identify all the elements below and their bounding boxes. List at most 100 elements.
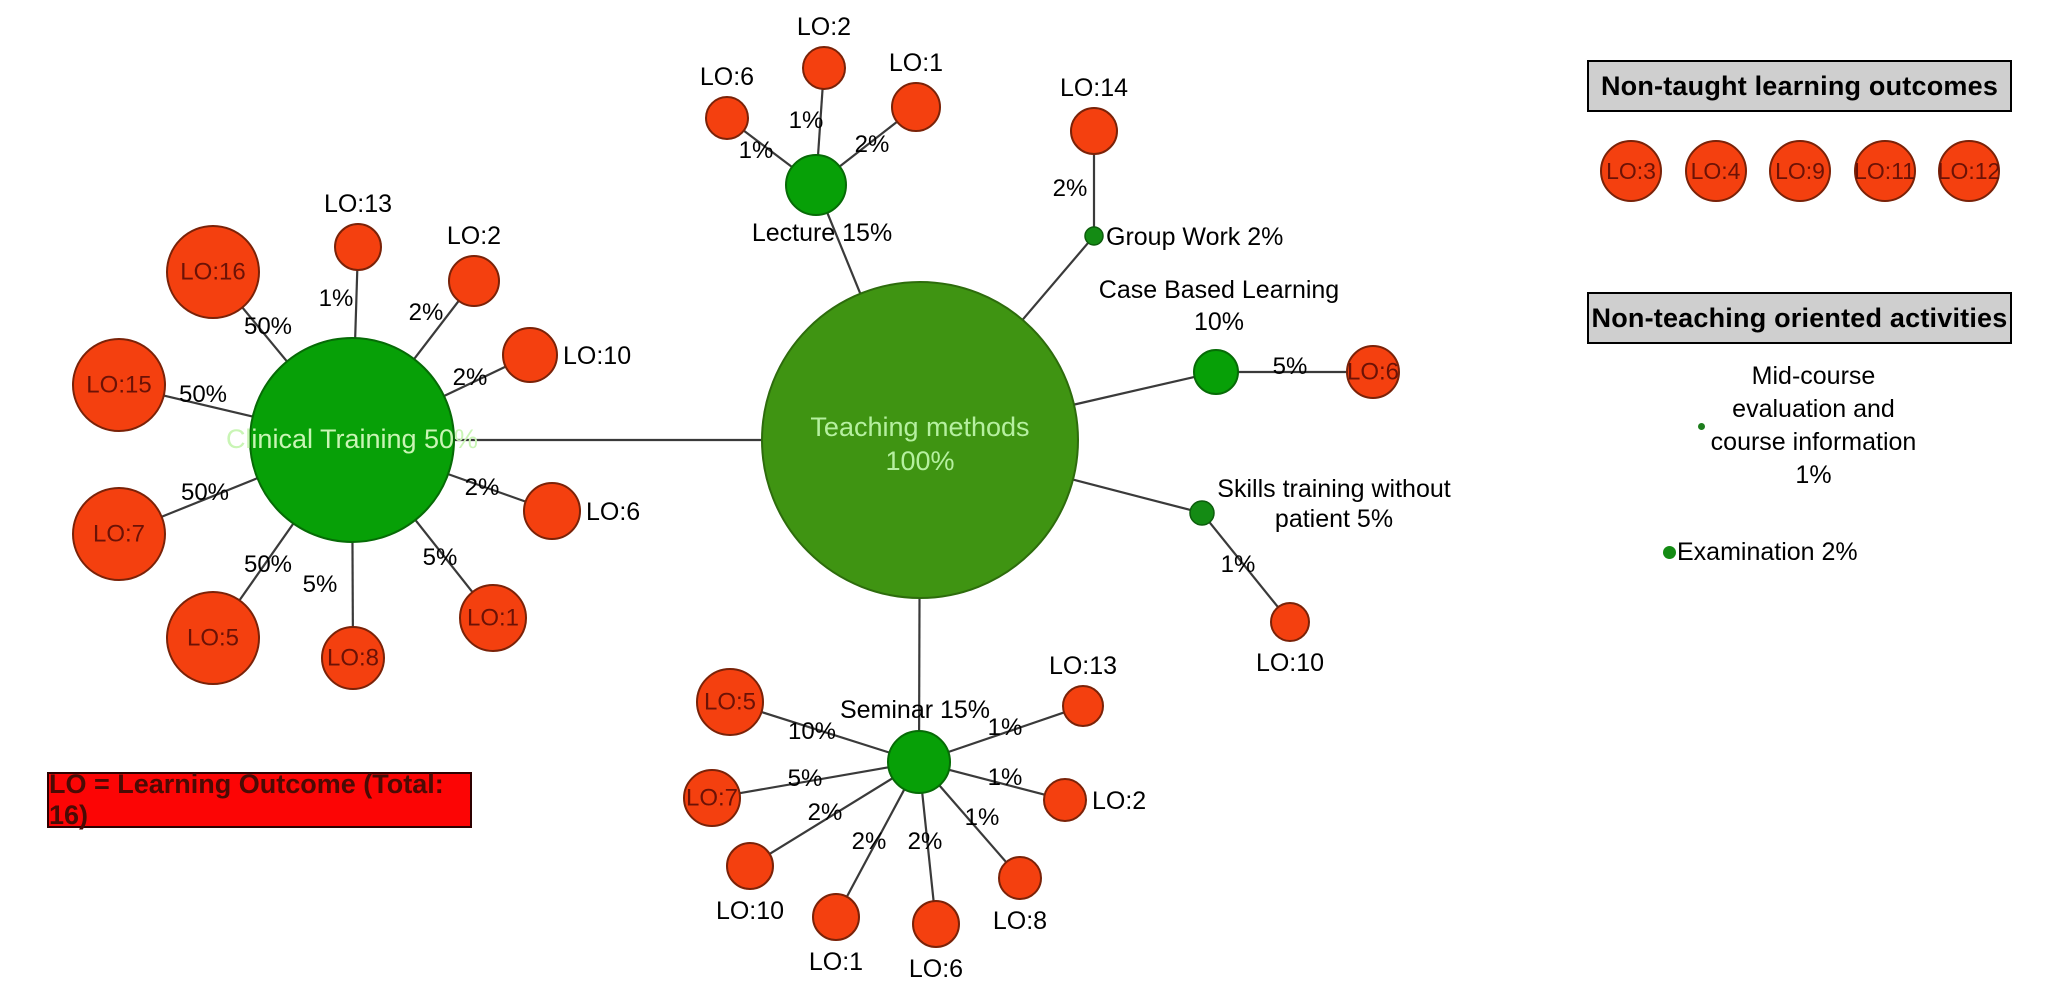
non-taught-lo-chip[interactable]: LO:11 [1853,140,1916,202]
node-lo-clinical-training-lo5-3[interactable] [166,591,260,685]
node-lo-clinical-training-lo13-9[interactable] [334,223,382,271]
edge-clinical-training-to-LO5-3 [238,522,295,601]
label-lo-group-work-lo14-0: LO:14 [1060,74,1128,102]
node-lo-group-work-lo14-0[interactable] [1070,107,1118,155]
edge-percent-clinical-training-lo7-2: 50% [181,479,229,506]
node-lo-clinical-training-lo15-1[interactable] [72,338,166,432]
node-lo-clinical-training-lo6-6[interactable] [523,482,581,540]
node-lo-lecture-lo1-2[interactable] [891,82,941,132]
non-taught-lo-chip[interactable]: LO:9 [1769,140,1831,202]
edge-percent-seminar-lo10-2: 2% [808,799,843,826]
legend-non-teaching-items: Mid-course evaluation and course informa… [1597,360,2017,567]
label-lecture: Lecture 15% [752,219,892,247]
edge-percent-clinical-training-lo10-7: 2% [453,364,488,391]
label-skills-training: Skills training without patient 5% [1217,475,1450,533]
edge-clinical-training-to-LO15-1 [163,394,253,418]
label-lo-clinical-training-lo2-8: LO:2 [447,222,501,250]
node-lo-lecture-lo2-1[interactable] [802,46,846,90]
edge-clinical-training-to-LO1-5 [414,519,474,593]
node-seminar[interactable] [887,730,951,794]
node-teaching-methods-hub[interactable] [761,281,1079,599]
edge-percent-clinical-training-lo13-9: 1% [319,285,354,312]
node-lecture[interactable] [785,154,847,216]
label-lo-clinical-training-lo10-7: LO:10 [563,342,631,370]
non-taught-lo-chip[interactable]: LO:3 [1600,140,1662,202]
label-lo-seminar-lo5-0: LO:5 [704,688,756,715]
node-lo-seminar-lo6-4[interactable] [912,900,960,948]
non-taught-lo-chip[interactable]: LO:4 [1684,140,1747,202]
node-lo-case-based-learning-lo6-0[interactable] [1346,345,1400,399]
label-lo-skills-training-lo10-0: LO:10 [1256,649,1324,677]
label-lo-lecture-lo1-2: LO:1 [889,49,943,77]
node-lo-seminar-lo5-0[interactable] [696,668,764,736]
non-taught-lo-label: LO:11 [1854,157,1915,184]
label-lo-seminar-lo7-1: LO:7 [686,784,738,811]
node-lo-seminar-lo13-7[interactable] [1062,685,1104,727]
label-clinical-training: Clinical Training 50% [226,424,478,454]
node-lo-seminar-lo7-1[interactable] [683,769,741,827]
non-taught-lo-label: LO:3 [1606,157,1656,184]
non-teaching-activity-label: Mid-course evaluation and course informa… [1710,362,1917,489]
node-lo-seminar-lo2-6[interactable] [1043,778,1087,822]
node-lo-clinical-training-lo16-0[interactable] [166,225,260,319]
edge-percent-seminar-lo8-5: 1% [965,804,1000,831]
node-lo-lecture-lo6-0[interactable] [705,96,749,140]
node-lo-seminar-lo10-2[interactable] [726,842,774,890]
edge-clinical-training-to-LO7-2 [161,477,258,518]
edge-clinical-training-to-LO2-8 [413,300,460,360]
label-lo-lecture-lo6-0: LO:6 [700,63,754,91]
edge-clinical-training-to-LO16-0 [241,306,288,363]
node-lo-clinical-training-lo8-4[interactable] [321,626,385,690]
node-skills-training[interactable] [1189,500,1215,526]
edge-percent-seminar-lo13-7: 1% [988,714,1023,741]
edge-lecture-to-LO6-0 [743,129,793,168]
node-lo-clinical-training-lo7-2[interactable] [72,487,166,581]
node-lo-seminar-lo8-5[interactable] [998,856,1042,900]
label-lo-clinical-training-lo7-2: LO:7 [93,520,145,547]
edge-percent-clinical-training-lo6-6: 2% [465,474,500,501]
edge-percent-lecture-lo1-2: 2% [855,131,890,158]
activity-dot-medium-icon [1663,546,1676,559]
edge-percent-lecture-lo6-0: 1% [739,137,774,164]
label-lo-seminar-lo8-5: LO:8 [993,907,1047,935]
edge-seminar-to-LO1-3 [845,788,906,898]
edge-percent-clinical-training-lo15-1: 50% [179,381,227,408]
node-lo-clinical-training-lo2-8[interactable] [448,255,500,307]
edge-seminar-to-LO2-6 [948,768,1045,796]
non-teaching-activity-label: Examination 2% [1677,538,1858,566]
edge-seminar-to-LO8-5 [938,784,1008,863]
edge-hub-to-skills-training [1072,478,1191,512]
edge-seminar-to-LO6-4 [921,792,935,902]
node-clinical-training[interactable] [249,337,455,543]
non-teaching-activity-item: Examination 2% [1597,538,2017,567]
label-lo-seminar-lo6-4: LO:6 [909,955,963,983]
edge-seminar-to-LO10-2 [769,777,894,855]
learning-outcome-key: LO = Learning Outcome (Total: 16) [47,769,472,830]
edge-percent-group-work-lo14-0: 2% [1053,175,1088,202]
node-lo-skills-training-lo10-0[interactable] [1270,602,1310,642]
node-group-work[interactable] [1084,226,1104,246]
label-lo-clinical-training-lo1-5: LO:1 [467,604,519,631]
label-lo-clinical-training-lo15-1: LO:15 [86,371,151,398]
edge-clinical-training-to-LO13-9 [354,269,359,339]
label-lo-seminar-lo1-3: LO:1 [809,948,863,976]
node-lo-clinical-training-lo1-5[interactable] [459,584,527,652]
edge-percent-seminar-lo6-4: 2% [908,828,943,855]
edge-percent-seminar-lo2-6: 1% [988,764,1023,791]
hub-label-name: Teaching methods [810,412,1029,442]
label-lo-clinical-training-lo16-0: LO:16 [180,258,245,285]
node-lo-clinical-training-lo10-7[interactable] [502,327,558,383]
non-taught-lo-chip[interactable]: LO:12 [1938,140,2000,202]
node-case-based-learning[interactable] [1193,349,1239,395]
edge-clinical-training-to-LO6-6 [447,473,526,503]
edge-percent-seminar-lo5-0: 10% [788,718,836,745]
edge-seminar-to-LO13-7 [947,711,1065,754]
nodes-layer [72,46,1400,948]
edges-layer [161,88,1347,902]
edge-skills-training-to-LO10-0 [1208,521,1279,608]
node-lo-seminar-lo1-3[interactable] [812,893,860,941]
label-lo-clinical-training-lo8-4: LO:8 [327,644,379,671]
edge-hub-to-group-work [1021,242,1089,321]
edge-percent-clinical-training-lo2-8: 2% [409,299,444,326]
